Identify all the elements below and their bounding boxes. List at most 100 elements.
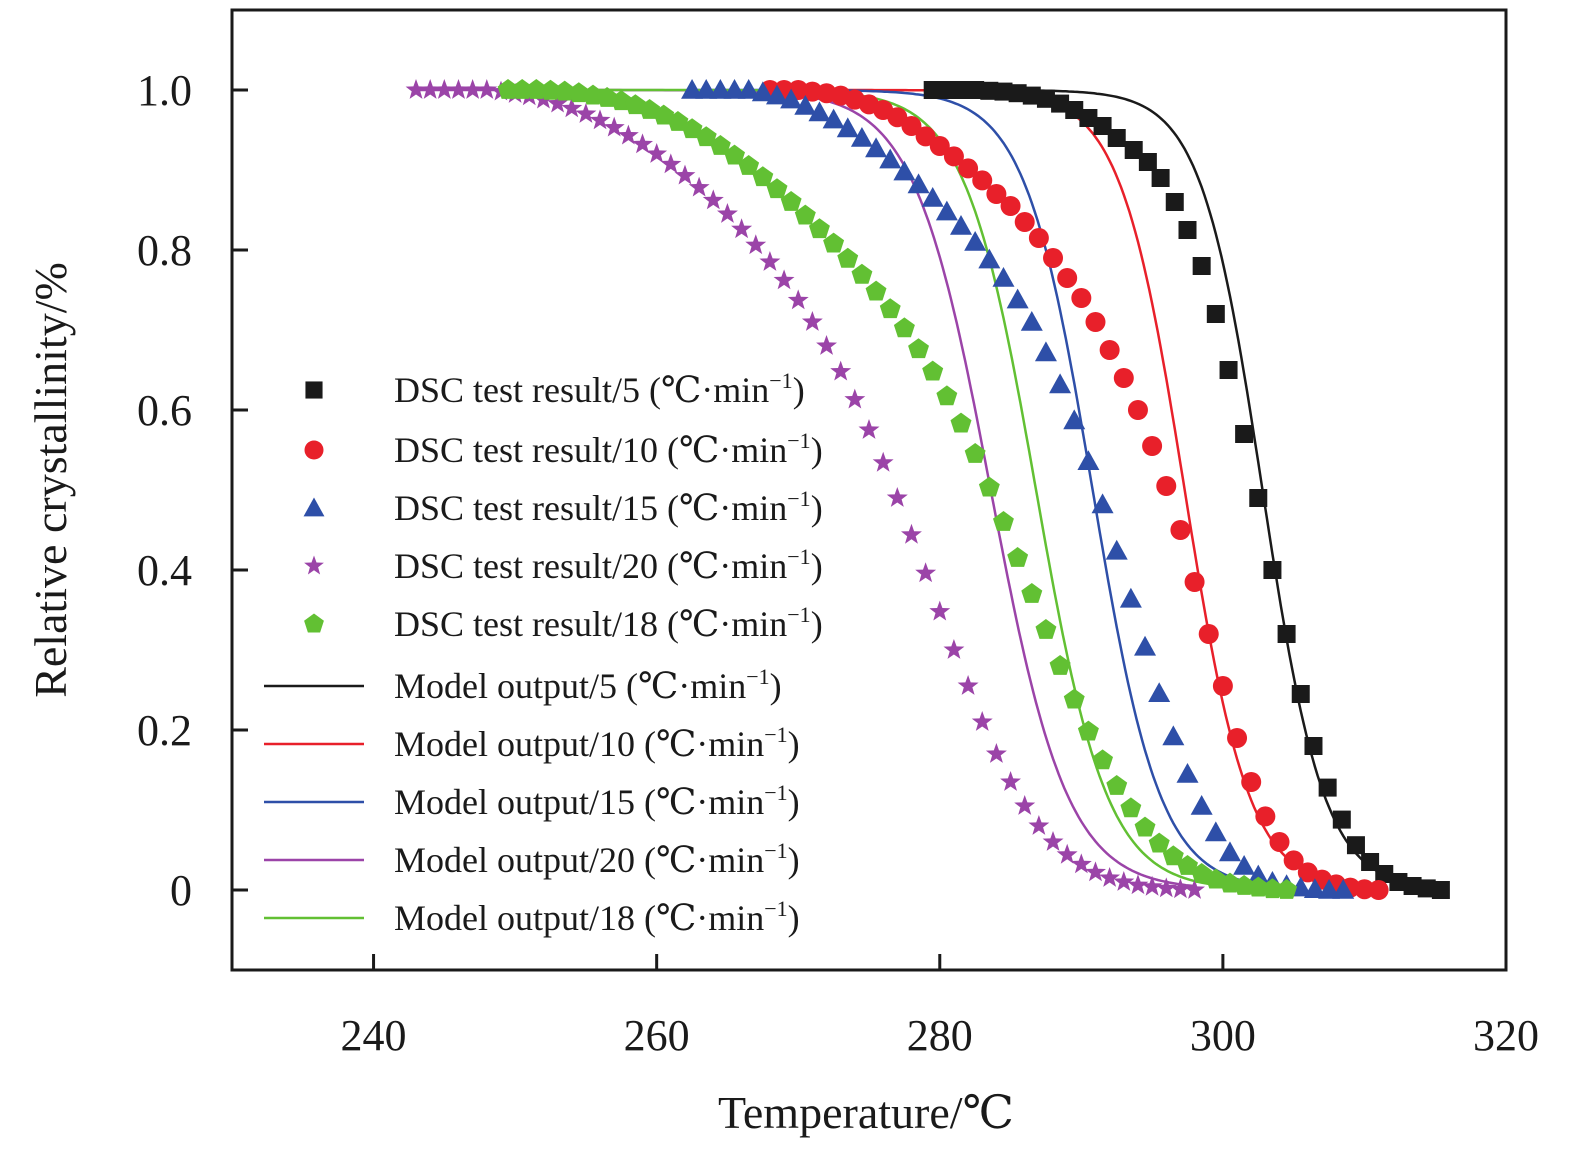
data-markers: [405, 79, 1450, 900]
data-point-star: [787, 289, 809, 310]
data-point-square: [1107, 129, 1126, 147]
data-point-pentagon: [1063, 688, 1085, 709]
data-point-pentagon: [1262, 878, 1283, 899]
data-point-triangle: [1034, 341, 1057, 362]
data-point-star: [759, 251, 781, 271]
data-point-square: [1375, 865, 1394, 883]
data-point-square: [1346, 836, 1365, 855]
legend-item: Model output/20 (℃·min−1): [264, 838, 800, 880]
data-point-star: [632, 133, 653, 154]
data-point-square: [1165, 193, 1184, 211]
data-point-square: [937, 81, 956, 99]
data-point-pentagon: [893, 317, 915, 338]
legend-label: Model output/10 (℃·min−1): [394, 722, 800, 764]
data-point-circle: [1368, 880, 1389, 900]
data-point-triangle: [950, 215, 973, 235]
data-point-circle: [1227, 728, 1248, 748]
data-point-square: [1318, 778, 1337, 797]
data-point-circle: [1085, 312, 1106, 332]
data-point-pentagon: [851, 263, 873, 284]
data-point-star: [405, 79, 427, 99]
data-point-pentagon: [964, 443, 986, 463]
data-point-square: [1403, 877, 1422, 895]
y-tick-label: 0.4: [137, 546, 192, 595]
data-point-pentagon: [1148, 832, 1170, 853]
data-point-star: [957, 675, 979, 695]
legend-label-sup: −1: [764, 780, 787, 805]
data-point-star: [915, 562, 937, 583]
data-point-star: [745, 234, 767, 255]
data-point-square: [1036, 89, 1055, 108]
data-point-pentagon: [950, 412, 972, 433]
y-tick-label: 0.8: [137, 226, 192, 275]
data-point-triangle: [695, 79, 718, 99]
legend-label-close: ): [788, 724, 800, 764]
data-point-star: [1127, 874, 1149, 895]
y-axis: 0 0.2 0.4 0.6 0.8 1.0: [137, 66, 248, 915]
legend-item: DSC test result/18 (℃·min−1): [304, 602, 823, 644]
data-point-triangle: [921, 187, 944, 207]
data-point-triangle: [737, 79, 760, 99]
data-point-circle: [915, 126, 936, 147]
data-point-star: [985, 743, 1007, 763]
data-point-triangle: [1063, 409, 1086, 430]
legend-label: DSC test result/18 (℃·min−1): [394, 602, 823, 644]
data-point-star: [617, 124, 639, 145]
data-point-circle: [986, 184, 1007, 204]
legend-label-text: Model output/20 (℃·min: [394, 840, 764, 880]
legend-label-text: DSC test result/18 (℃·min: [394, 604, 787, 644]
x-tick-label: 240: [341, 1011, 407, 1060]
data-point-circle: [1241, 772, 1262, 792]
data-point-star: [1184, 879, 1205, 899]
data-point-star: [1014, 795, 1036, 815]
legend-item: Model output/15 (℃·min−1): [264, 780, 800, 822]
y-tick-label: 0: [170, 866, 192, 915]
data-point-circle: [1170, 520, 1191, 540]
data-point-pentagon: [497, 79, 519, 99]
data-point-circle: [1142, 436, 1163, 456]
data-point-triangle: [1049, 373, 1072, 394]
data-point-star: [1000, 771, 1021, 791]
data-point-circle: [1269, 832, 1290, 852]
data-point-star: [943, 639, 965, 659]
data-point-pentagon: [1049, 655, 1071, 675]
data-point-triangle: [1318, 879, 1341, 899]
data-point-circle: [972, 170, 993, 191]
data-point-square: [980, 81, 999, 100]
x-tick-label: 300: [1190, 1011, 1256, 1060]
data-point-star: [575, 103, 597, 123]
data-point-triangle: [1077, 450, 1100, 470]
data-point-pentagon: [582, 84, 604, 105]
data-point-triangle: [794, 95, 817, 115]
legend-item: DSC test result/10 (℃·min−1): [304, 428, 823, 470]
legend-label-close: ): [788, 840, 800, 880]
data-point-square: [994, 82, 1013, 101]
data-point-star: [1085, 861, 1106, 882]
data-point-triangle: [893, 160, 916, 181]
data-point-pentagon: [724, 144, 745, 165]
data-point-triangle: [865, 137, 888, 158]
plot-frame: [230, 8, 1508, 972]
data-point-star: [872, 451, 894, 472]
x-tick-label: 320: [1473, 1011, 1539, 1060]
data-point-circle: [929, 136, 950, 156]
data-point-square: [1192, 257, 1211, 275]
data-point-star: [858, 419, 880, 439]
data-point-triangle: [1233, 855, 1256, 875]
data-point-pentagon: [1021, 583, 1043, 603]
data-point-square: [1151, 169, 1170, 187]
data-point-triangle: [1020, 311, 1043, 331]
data-point-triangle: [751, 81, 774, 102]
data-point-pentagon: [709, 135, 731, 155]
data-point-triangle: [1105, 539, 1128, 560]
data-point-star: [1099, 867, 1121, 887]
data-point-circle: [958, 158, 979, 179]
data-point-star: [419, 79, 441, 99]
data-point-circle: [1099, 340, 1120, 360]
data-point-star: [462, 79, 484, 99]
data-point-pentagon: [993, 511, 1014, 531]
data-point-square: [1008, 84, 1027, 103]
legend-label-sup: −1: [787, 544, 810, 569]
data-point-star: [674, 164, 696, 185]
data-point-triangle: [935, 200, 958, 221]
